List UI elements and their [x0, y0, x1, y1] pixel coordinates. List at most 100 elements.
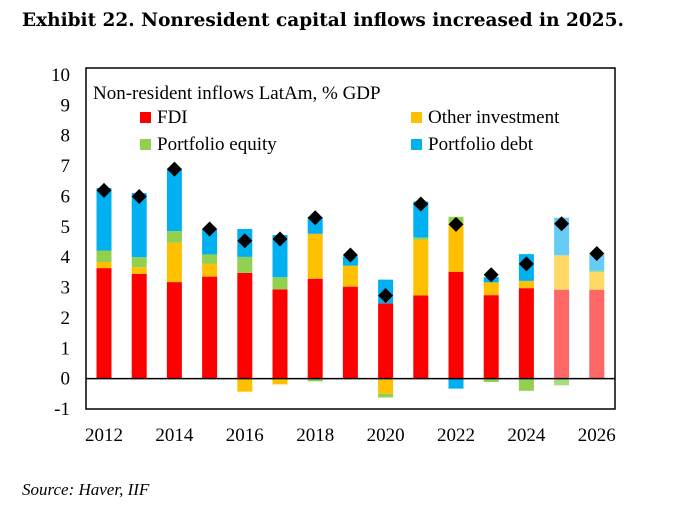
- bar-segment-2014-fdi: [166, 282, 182, 379]
- y-tick-label: -1: [54, 399, 70, 420]
- total-marker-2016: [237, 233, 253, 249]
- y-tick-label: 2: [61, 308, 71, 329]
- bar-segment-2020-other-investment: [378, 378, 394, 394]
- bar-segment-2022-fdi: [448, 271, 464, 379]
- total-marker-2022: [448, 216, 464, 232]
- bar-segment-2017-portfolio-debt: [272, 235, 288, 278]
- bar-segment-2017-portfolio-equity: [272, 277, 288, 290]
- y-axis-ticks: -1 0 1 2 3 4 5 6 7 8 9 10: [51, 65, 71, 420]
- total-marker-2021: [413, 196, 429, 212]
- x-tick-label: 2014: [155, 425, 194, 446]
- bar-segment-2022-other-investment: [448, 222, 464, 272]
- x-tick-label: 2016: [226, 425, 264, 446]
- legend-swatch: [140, 112, 151, 123]
- bar-segment-2015-portfolio-debt: [202, 228, 218, 255]
- bar-segment-2013-other-investment: [131, 267, 147, 274]
- source-note: Source: Haver, IIF: [22, 480, 150, 499]
- x-tick-label: 2022: [437, 425, 475, 446]
- plot-frame: [85, 67, 616, 410]
- y-tick-label: 7: [61, 156, 71, 177]
- bar-segment-2014-portfolio-equity: [166, 231, 182, 243]
- y-tick-label: 5: [61, 217, 71, 238]
- total-marker-2012: [96, 182, 112, 198]
- bar-segment-2013-fdi: [131, 273, 147, 379]
- bar-segment-2017-fdi: [272, 289, 288, 379]
- legend-swatch: [411, 139, 422, 150]
- total-marker-2017: [272, 231, 288, 247]
- bar-segment-2013-portfolio-equity: [131, 257, 147, 268]
- x-tick-label: 2018: [296, 425, 334, 446]
- y-tick-label: 0: [61, 369, 71, 390]
- bar-segment-2023-portfolio-equity: [483, 378, 499, 382]
- total-markers-group: [96, 161, 605, 303]
- bar-segment-2026-portfolio-debt: [589, 254, 605, 271]
- bar-segment-2015-portfolio-equity: [202, 254, 218, 264]
- chart-title: Non-resident inflows LatAm, % GDP: [93, 83, 381, 104]
- bar-segment-2021-portfolio-equity: [413, 237, 429, 240]
- bar-segment-2012-other-investment: [96, 262, 112, 269]
- bar-segment-2020-portfolio-equity: [378, 393, 394, 398]
- bar-segment-2023-other-investment: [483, 282, 499, 296]
- legend-label: Portfolio debt: [428, 134, 534, 155]
- x-tick-label: 2020: [367, 425, 405, 446]
- legend-swatch: [140, 139, 151, 150]
- bar-segment-2012-fdi: [96, 268, 112, 379]
- bar-segment-2021-fdi: [413, 295, 429, 379]
- y-tick-label: 6: [61, 186, 71, 207]
- legend-label: Other investment: [428, 107, 560, 128]
- total-marker-2014: [166, 161, 182, 177]
- x-tick-label: 2026: [578, 425, 616, 446]
- bar-segment-2025-other-investment: [554, 255, 570, 290]
- total-marker-2019: [342, 247, 358, 263]
- bar-segment-2023-fdi: [483, 295, 499, 379]
- x-tick-label: 2024: [507, 425, 546, 446]
- y-tick-label: 9: [61, 95, 71, 116]
- total-marker-2018: [307, 210, 323, 226]
- bar-segment-2017-other-investment: [272, 378, 288, 385]
- bar-segment-2018-fdi: [307, 278, 323, 379]
- bar-segment-2012-portfolio-debt: [96, 187, 112, 251]
- y-tick-label: 10: [51, 65, 70, 86]
- total-marker-2026: [589, 246, 605, 262]
- bar-segment-2016-portfolio-equity: [237, 256, 253, 273]
- total-marker-2020: [378, 287, 394, 303]
- bar-segment-2018-portfolio-equity: [307, 378, 323, 382]
- bar-segment-2025-fdi: [554, 289, 570, 379]
- total-marker-2015: [202, 221, 218, 237]
- y-tick-label: 8: [61, 126, 71, 147]
- bar-segment-2026-portfolio-equity: [589, 270, 605, 273]
- total-marker-2013: [131, 188, 147, 204]
- bar-segment-2025-portfolio-equity: [554, 378, 570, 386]
- bar-segment-2024-fdi: [518, 288, 534, 379]
- x-axis-ticks: 2012 2014 2016 2018 2020 2022 2024 2026: [85, 425, 616, 446]
- legend-swatch: [411, 112, 422, 123]
- bar-segment-2016-fdi: [237, 272, 253, 379]
- x-tick-label: 2012: [85, 425, 123, 446]
- y-tick-label: 1: [61, 338, 71, 359]
- bar-segment-2013-portfolio-debt: [131, 193, 147, 258]
- bar-segment-2016-other-investment: [237, 378, 253, 392]
- bar-segment-2014-other-investment: [166, 242, 182, 283]
- bar-segment-2012-portfolio-equity: [96, 250, 112, 263]
- total-marker-2024: [518, 256, 534, 272]
- bar-segment-2015-fdi: [202, 276, 218, 379]
- bar-segment-2024-portfolio-equity: [518, 378, 534, 391]
- bar-segment-2022-portfolio-debt: [448, 378, 464, 389]
- y-tick-label: 3: [61, 278, 71, 299]
- bar-segment-2014-portfolio-debt: [166, 168, 182, 232]
- bar-segment-2026-fdi: [589, 289, 605, 379]
- legend-label: FDI: [157, 107, 188, 128]
- legend-label: Portfolio equity: [157, 134, 277, 155]
- bar-segment-2019-fdi: [342, 286, 358, 379]
- bar-segment-2020-fdi: [378, 303, 394, 379]
- legend: FDI Other investment Portfolio equity Portf…: [140, 107, 560, 155]
- bar-segment-2019-other-investment: [342, 265, 358, 287]
- bar-segment-2021-other-investment: [413, 239, 429, 296]
- y-tick-label: 4: [61, 247, 71, 268]
- total-marker-2025: [554, 216, 570, 232]
- exhibit-title: Exhibit 22. Nonresident capital inflows …: [22, 10, 624, 31]
- bar-segment-2024-other-investment: [518, 280, 534, 289]
- bar-segment-2021-portfolio-debt: [413, 201, 429, 238]
- total-marker-2023: [483, 267, 499, 283]
